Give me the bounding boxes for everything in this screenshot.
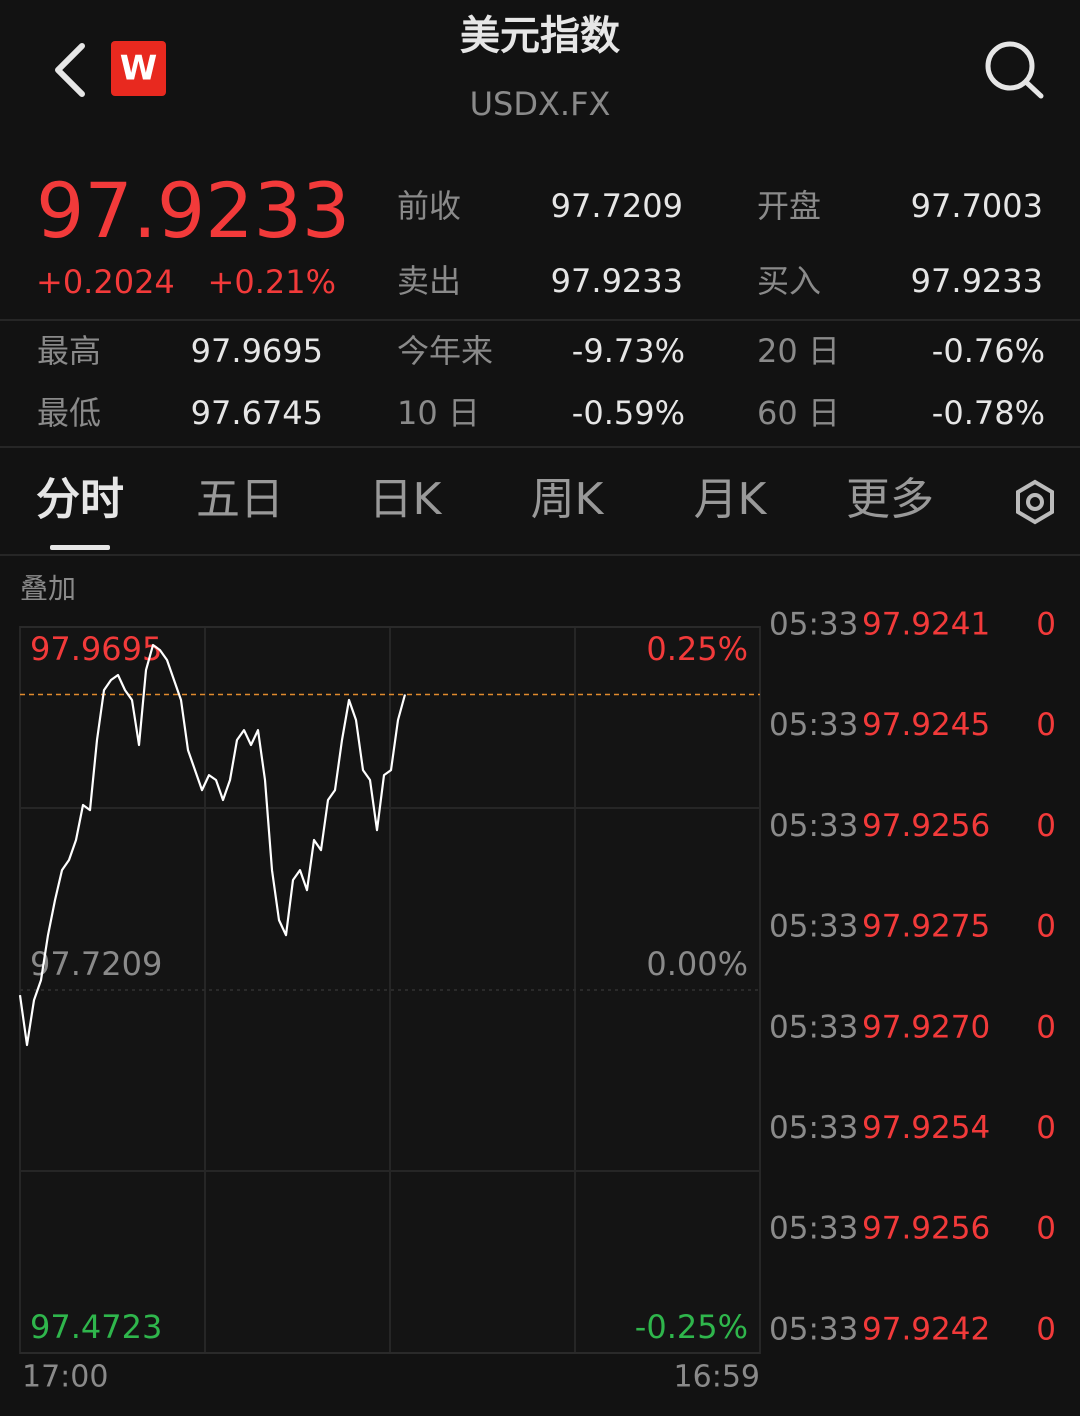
stat-label: 最高 — [37, 332, 101, 370]
trade-time: 05:33 — [769, 808, 858, 844]
stat-label: 今年来 — [397, 332, 493, 370]
change-pct: +0.21% — [208, 263, 336, 301]
badge-text: W — [120, 49, 158, 89]
price: 97.9233 — [36, 166, 350, 255]
trade-price: 97.9241 — [862, 607, 990, 643]
title: 美元指数 — [460, 13, 620, 59]
trade-time: 05:33 — [769, 1311, 858, 1347]
y-tick-label: 97.9695 — [30, 630, 162, 668]
trade-time: 05:33 — [769, 607, 858, 643]
overlay-button[interactable]: 叠加 — [20, 572, 76, 605]
tab[interactable]: 周K — [531, 474, 605, 525]
y-tick-label: 97.7209 — [30, 945, 162, 983]
trade-price: 97.9256 — [862, 1211, 990, 1247]
trade-volume: 0 — [1036, 1211, 1056, 1247]
stat-value: -0.78% — [932, 394, 1045, 432]
y-tick-label: 97.4723 — [30, 1308, 162, 1346]
tab[interactable]: 日K — [369, 474, 443, 525]
field-value: 97.9233 — [551, 262, 683, 300]
tab[interactable]: 更多 — [846, 474, 934, 525]
field-label: 前收 — [397, 187, 461, 225]
trade-volume: 0 — [1036, 808, 1056, 844]
stat-value: -0.59% — [572, 394, 685, 432]
trade-time: 05:33 — [769, 1110, 858, 1146]
tab[interactable]: 五日 — [196, 474, 284, 525]
change: +0.2024 — [36, 263, 175, 301]
trade-price: 97.9254 — [862, 1110, 990, 1146]
subtitle: USDX.FX — [470, 85, 611, 123]
back-button[interactable] — [55, 43, 85, 97]
trade-volume: 0 — [1036, 1311, 1056, 1347]
trade-time: 05:33 — [769, 707, 858, 743]
stat-value: -9.73% — [572, 332, 685, 370]
trade-volume: 0 — [1036, 1009, 1056, 1045]
x-start-label: 17:00 — [22, 1360, 108, 1395]
stat-value: 97.9695 — [191, 332, 323, 370]
field-label: 卖出 — [397, 262, 461, 300]
field-value: 97.9233 — [911, 262, 1043, 300]
trade-volume: 0 — [1036, 607, 1056, 643]
search-button[interactable] — [985, 41, 1044, 99]
y2-tick-label: 0.25% — [646, 630, 748, 668]
trade-price: 97.9245 — [862, 707, 990, 743]
stat-value: -0.76% — [932, 332, 1045, 370]
trade-price: 97.9242 — [862, 1311, 990, 1347]
stat-label: 20 日 — [757, 332, 840, 370]
stat-label: 10 日 — [397, 394, 480, 432]
tab[interactable]: 分时 — [36, 474, 124, 525]
trade-volume: 0 — [1036, 1110, 1056, 1146]
price-line-series — [18, 643, 407, 1047]
stat-label: 60 日 — [757, 394, 840, 432]
trade-volume: 0 — [1036, 909, 1056, 945]
x-end-label: 16:59 — [674, 1360, 760, 1395]
trade-price: 97.9256 — [862, 808, 990, 844]
field-label: 开盘 — [757, 187, 821, 225]
stat-label: 最低 — [37, 394, 101, 432]
trade-price: 97.9275 — [862, 909, 990, 945]
settings-button[interactable] — [1016, 479, 1054, 525]
field-value: 97.7209 — [551, 187, 683, 225]
field-value: 97.7003 — [911, 187, 1043, 225]
badge-icon — [111, 41, 166, 96]
y2-tick-label: -0.25% — [635, 1308, 748, 1346]
trade-time: 05:33 — [769, 909, 858, 945]
tab-indicator — [50, 545, 110, 550]
trade-price: 97.9270 — [862, 1009, 990, 1045]
field-label: 买入 — [757, 262, 821, 300]
tab[interactable]: 月K — [694, 474, 768, 525]
stat-value: 97.6745 — [191, 394, 323, 432]
trade-volume: 0 — [1036, 707, 1056, 743]
trade-time: 05:33 — [769, 1009, 858, 1045]
y2-tick-label: 0.00% — [646, 945, 748, 983]
trade-time: 05:33 — [769, 1211, 858, 1247]
